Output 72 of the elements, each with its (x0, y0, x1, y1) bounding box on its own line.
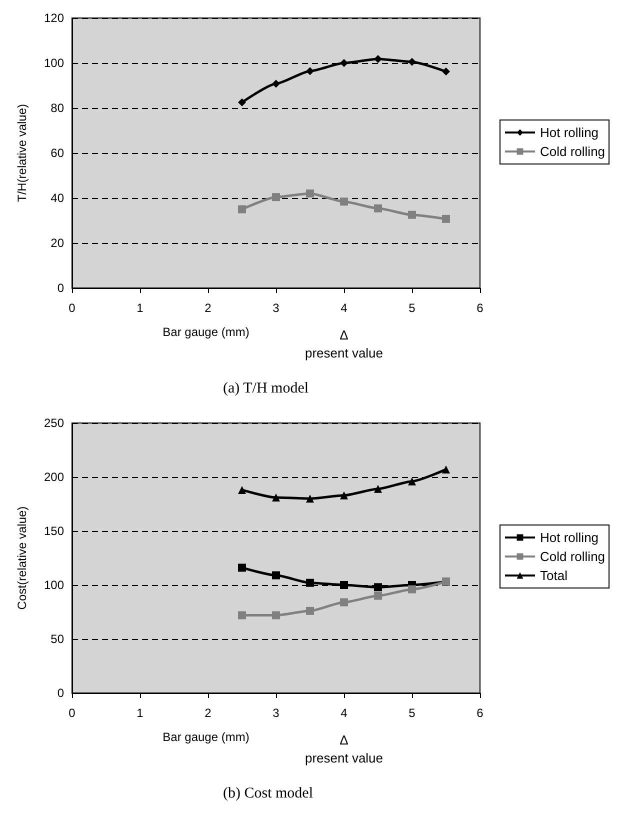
point (272, 611, 280, 620)
y-tick-label: 0 (57, 281, 64, 295)
x-tick-label: 6 (476, 706, 484, 720)
point (442, 465, 450, 474)
x-tick-label: 3 (272, 706, 280, 720)
y-tick-label: 120 (44, 11, 64, 25)
legend-label: Total (540, 568, 568, 583)
point (272, 571, 280, 580)
point (306, 190, 314, 198)
point (340, 59, 348, 67)
point (238, 564, 246, 572)
x-tick-label: 2 (204, 706, 212, 720)
point (238, 205, 246, 214)
point (306, 606, 314, 615)
point (374, 54, 382, 63)
y-tick-label: 60 (50, 146, 64, 160)
text: Δ present value (304, 732, 384, 766)
y-tick-label: 150 (44, 524, 64, 538)
point (238, 486, 246, 494)
x-tick-label: 3 (272, 301, 280, 315)
point (374, 583, 382, 592)
text: Δ present value (304, 328, 384, 360)
x-tick-label: 2 (204, 301, 212, 315)
text: (b) Cost model (223, 786, 313, 802)
point (340, 198, 348, 206)
y-tick-label: 50 (50, 632, 64, 646)
point (272, 494, 280, 502)
point (374, 484, 382, 493)
y-tick-label: 0 (57, 686, 64, 700)
x-tick-label: 0 (68, 706, 76, 720)
point (374, 592, 382, 600)
point (272, 80, 280, 88)
x-tick-label: 6 (476, 301, 484, 315)
legend-label: Cold rolling (540, 144, 606, 159)
y-tick-label: 40 (50, 191, 64, 205)
legend-label: Hot rolling (540, 125, 599, 140)
y-tick-label: 100 (44, 578, 64, 592)
x-axis-title: Bar gauge (mm) (162, 325, 250, 339)
x-axis-title: Bar gauge (mm) (162, 730, 250, 744)
point (272, 193, 280, 202)
point (306, 578, 314, 587)
y-axis-title: T/H(relative value) (15, 104, 29, 202)
point (340, 491, 348, 500)
x-tick-label: 4 (340, 301, 348, 315)
y-axis-title: Cost(relative value) (15, 506, 29, 610)
x-tick-label: 4 (340, 706, 348, 720)
point (238, 611, 246, 620)
y-tick-label: 200 (44, 470, 64, 484)
x-tick-label: 1 (136, 301, 144, 315)
y-tick-label: 80 (50, 101, 64, 115)
legend-label: Cold rolling (540, 549, 606, 564)
point (408, 58, 416, 66)
point (340, 598, 348, 606)
y-tick-label: 100 (44, 56, 64, 70)
point (408, 210, 416, 219)
point (408, 585, 416, 594)
x-tick-label: 5 (408, 301, 416, 315)
legend-label: Hot rolling (540, 530, 599, 545)
y-tick-label: 20 (50, 236, 64, 250)
x-tick-label: 0 (68, 301, 76, 315)
point (374, 204, 382, 212)
point (408, 477, 416, 486)
point (306, 494, 314, 503)
text: (a) T/H model (223, 380, 309, 396)
y-tick-label: 250 (44, 416, 64, 430)
point (442, 214, 450, 223)
x-tick-label: 1 (136, 706, 144, 720)
point (238, 98, 246, 106)
point (306, 67, 314, 76)
point (442, 68, 450, 76)
point (340, 581, 348, 589)
x-tick-label: 5 (408, 706, 416, 720)
